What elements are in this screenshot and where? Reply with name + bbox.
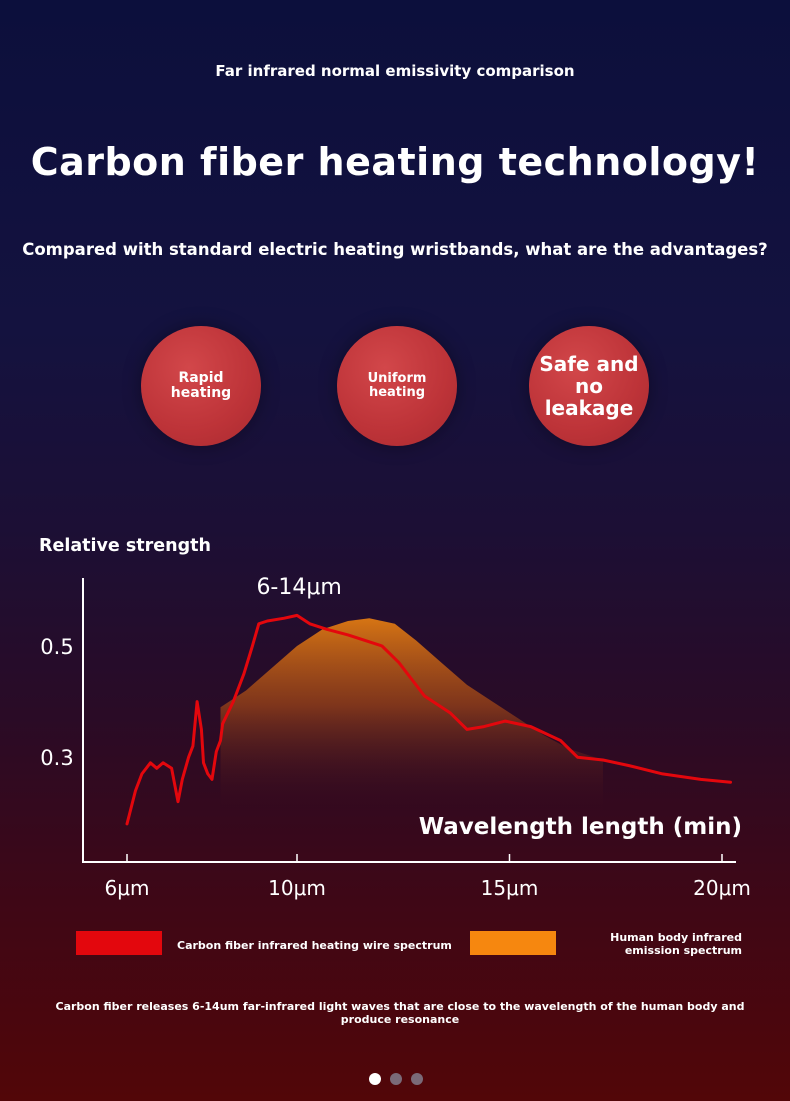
chart-x-axis-label: Wavelength length (min) xyxy=(419,814,742,840)
x-tick-label: 15μm xyxy=(481,876,539,900)
feature-label-line: heating xyxy=(368,385,426,400)
x-tick-label: 20μm xyxy=(693,876,751,900)
legend-label-carbon-fiber: Carbon fiber infrared heating wire spect… xyxy=(177,939,452,952)
carousel-dot[interactable] xyxy=(369,1073,381,1085)
carousel-indicator xyxy=(369,1073,423,1085)
feature-label: Safe and no leakage xyxy=(539,352,639,420)
chart-footnote: Carbon fiber releases 6-14um far-infrare… xyxy=(55,1000,745,1027)
feature-bubble-uniform-heating: Uniform heating xyxy=(337,326,457,446)
y-tick-label: 0.3 xyxy=(40,746,73,770)
x-tick-label: 6μm xyxy=(105,876,150,900)
advantages-question: Compared with standard electric heating … xyxy=(22,240,768,259)
x-tick-label: 10μm xyxy=(268,876,326,900)
spectrum-chart: 6μm 10μm 15μm 20μm 0.5 0.3 6-14μm Wavelength le… xyxy=(40,575,751,900)
feature-label-line: Uniform xyxy=(367,370,427,386)
page-headline: Carbon fiber heating technology! xyxy=(30,140,760,184)
legend-swatch-human-body xyxy=(470,931,556,955)
chart-y-axis-label: Relative strength xyxy=(39,536,211,556)
peak-range-annotation: 6-14μm xyxy=(256,575,341,600)
human-body-emission-area xyxy=(220,618,603,813)
feature-bubble-safe-no-leakage: Safe and no leakage xyxy=(529,326,649,446)
y-tick-label: 0.5 xyxy=(40,635,73,659)
carbon-fiber-spectrum-line xyxy=(125,613,732,826)
carousel-dot[interactable] xyxy=(411,1073,423,1085)
carousel-dot[interactable] xyxy=(390,1073,402,1085)
legend-label-human-body: Human body infrared emission spectrum xyxy=(610,931,742,957)
legend-swatch-carbon-fiber xyxy=(76,931,162,955)
feature-bubble-rapid-heating: Rapid heating xyxy=(141,326,261,446)
feature-label-line: heating xyxy=(170,385,232,401)
feature-label-line: Rapid xyxy=(178,369,224,386)
page-subtitle: Far infrared normal emissivity compariso… xyxy=(215,62,575,80)
